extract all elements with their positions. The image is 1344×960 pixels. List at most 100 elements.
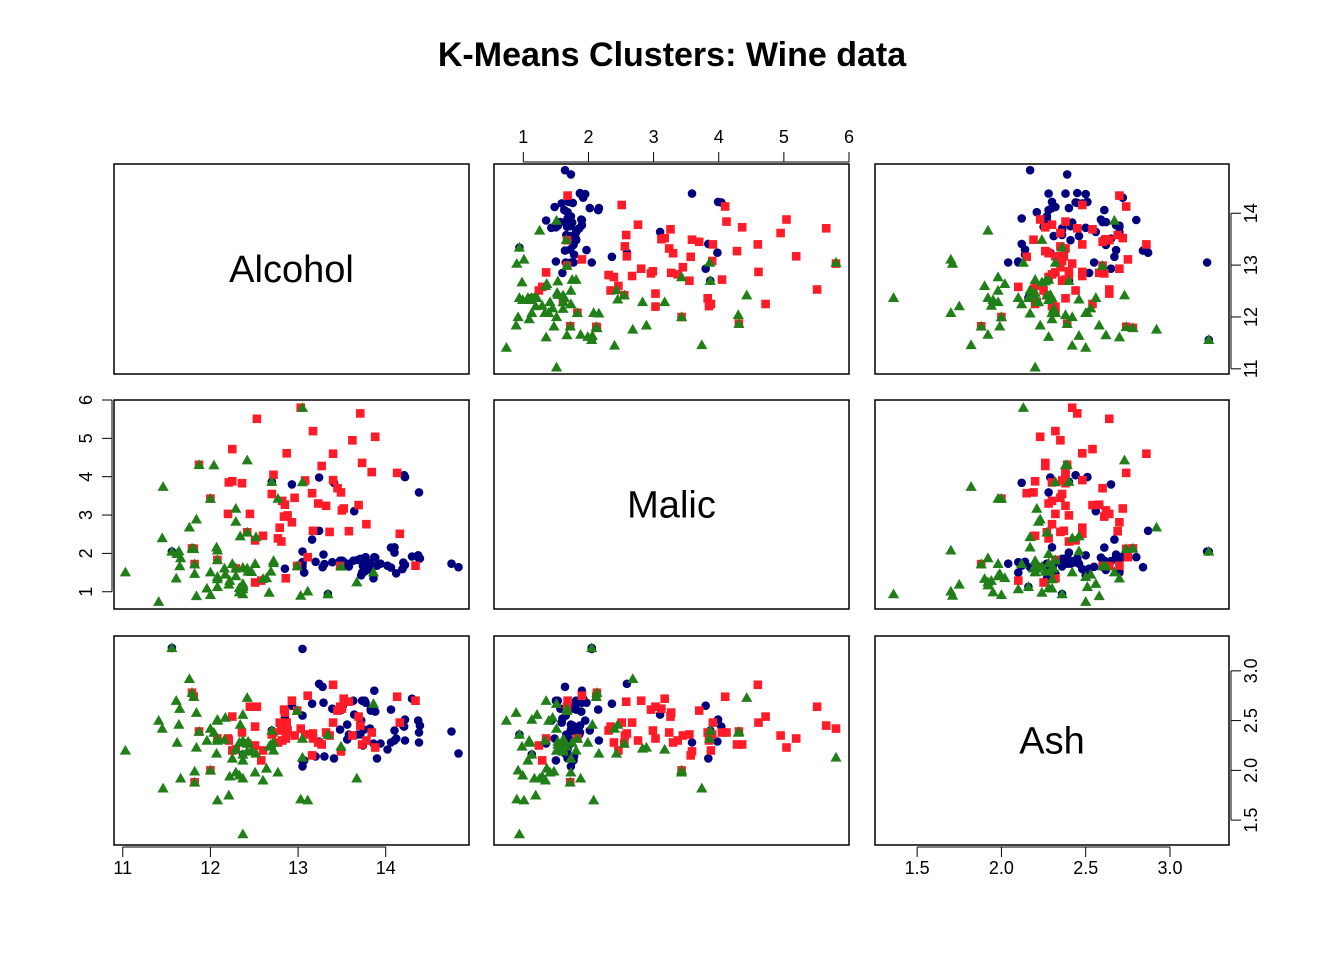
- data-point: [791, 252, 801, 261]
- data-point: [250, 747, 262, 758]
- data-point: [296, 751, 309, 762]
- data-point: [400, 736, 410, 745]
- data-point: [296, 724, 305, 733]
- data-point: [1014, 568, 1023, 577]
- data-point: [660, 694, 669, 703]
- data-point: [717, 275, 727, 284]
- tick-label: 2.0: [1241, 758, 1261, 783]
- data-point: [319, 550, 328, 559]
- data-point: [1110, 252, 1119, 262]
- data-point: [548, 320, 560, 331]
- data-point: [563, 696, 572, 705]
- data-point: [588, 794, 600, 805]
- data-point: [627, 271, 637, 281]
- data-point: [733, 318, 745, 328]
- tick-label: 2.0: [989, 858, 1014, 878]
- data-point: [1057, 256, 1067, 266]
- data-point: [204, 589, 217, 600]
- data-point: [782, 743, 791, 752]
- data-point: [995, 492, 1008, 503]
- tick-label: 2: [76, 548, 96, 558]
- data-point: [992, 296, 1004, 307]
- data-point: [617, 200, 626, 210]
- data-point: [500, 714, 512, 725]
- data-point: [640, 319, 653, 330]
- data-point: [211, 554, 224, 565]
- data-point: [696, 782, 708, 793]
- data-point: [1022, 488, 1031, 498]
- panel-alcohol-malic: [493, 163, 850, 375]
- data-point: [618, 737, 630, 748]
- data-point: [562, 222, 572, 231]
- data-point: [319, 698, 328, 707]
- panel-malic-ash: [874, 399, 1230, 610]
- data-point: [544, 296, 556, 307]
- tick-label: 1: [518, 127, 528, 147]
- data-point: [673, 736, 682, 745]
- data-point: [174, 703, 186, 713]
- data-point: [561, 260, 573, 270]
- data-point: [1031, 502, 1043, 513]
- data-point: [1071, 286, 1080, 295]
- data-point: [407, 552, 417, 561]
- data-point: [560, 234, 572, 244]
- data-point: [1041, 246, 1050, 256]
- data-point: [258, 531, 268, 541]
- data-point: [1047, 496, 1057, 506]
- data-point: [337, 506, 347, 515]
- data-point: [1111, 550, 1121, 559]
- data-point: [320, 752, 329, 761]
- data-point: [593, 705, 603, 714]
- data-point: [1046, 292, 1058, 302]
- data-point: [1127, 542, 1139, 553]
- data-point: [1078, 449, 1087, 458]
- data-point: [627, 718, 637, 727]
- data-point: [367, 467, 376, 477]
- data-point: [287, 518, 297, 527]
- data-point: [754, 718, 763, 727]
- data-point: [1078, 475, 1087, 485]
- data-point: [1113, 572, 1126, 583]
- data-point: [1142, 449, 1151, 458]
- data-point: [356, 571, 366, 580]
- data-point: [1061, 318, 1073, 328]
- data-point: [607, 699, 617, 708]
- data-point: [224, 575, 236, 585]
- data-point: [633, 736, 643, 745]
- data-point: [668, 738, 678, 747]
- tick-label: 6: [844, 127, 854, 147]
- data-point: [704, 256, 716, 267]
- data-point: [228, 712, 237, 721]
- data-point: [704, 732, 716, 743]
- data-point: [945, 307, 957, 318]
- data-point: [1064, 511, 1074, 520]
- data-point: [342, 559, 352, 568]
- data-point: [1044, 189, 1053, 198]
- data-point: [610, 284, 623, 295]
- data-point: [166, 642, 178, 653]
- data-point: [586, 334, 598, 344]
- data-point: [1059, 459, 1072, 470]
- tick-label: 4: [76, 472, 96, 482]
- data-point: [1115, 264, 1124, 273]
- data-point: [754, 267, 763, 277]
- data-point: [277, 726, 286, 735]
- data-point: [219, 712, 231, 722]
- data-point: [737, 223, 747, 232]
- data-point: [651, 289, 660, 298]
- data-point: [887, 292, 900, 302]
- data-point: [186, 687, 198, 697]
- data-point: [720, 692, 730, 701]
- data-point: [1100, 329, 1112, 340]
- data-point: [1061, 217, 1070, 226]
- data-point: [230, 515, 242, 526]
- data-point: [283, 726, 292, 735]
- data-point: [1051, 426, 1060, 436]
- data-point: [175, 772, 187, 783]
- data-point: [296, 476, 309, 487]
- data-point: [210, 747, 223, 758]
- data-point: [557, 303, 569, 313]
- data-point: [1024, 531, 1036, 542]
- data-point: [218, 562, 231, 573]
